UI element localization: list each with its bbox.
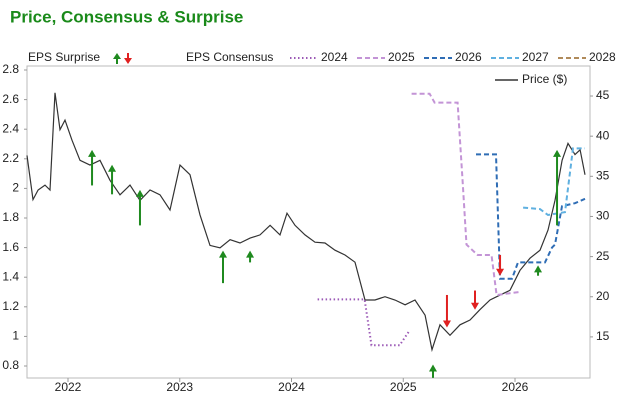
y-tick-label: 1.4	[2, 269, 19, 283]
y-tick-label: 1.8	[2, 210, 19, 224]
legend-label: 2025	[388, 50, 415, 64]
y-tick-label: 0.8	[2, 358, 19, 372]
series-line	[411, 92, 520, 297]
y2-tick-label: 25	[596, 249, 610, 263]
legend-down-arrow	[124, 53, 132, 64]
y2-tick-label: 35	[596, 168, 610, 182]
surprise-arrow	[88, 149, 97, 186]
y2-tick-label: 45	[596, 88, 610, 102]
series-line	[317, 298, 411, 347]
y2-tick-label: 30	[596, 209, 610, 223]
x-tick-label: 2024	[278, 380, 305, 394]
y2-tick-label: 40	[596, 128, 610, 142]
chart-title: Price, Consensus & Surprise	[10, 7, 243, 26]
x-tick-label: 2022	[55, 380, 82, 394]
legend-label: 2027	[522, 50, 549, 64]
legend-surprise: EPS Surprise	[28, 50, 100, 64]
x-tick-label: 2025	[390, 380, 417, 394]
surprise-arrow	[534, 265, 543, 276]
legend-label: 2024	[321, 50, 348, 64]
surprise-arrow	[108, 164, 117, 195]
y-tick-label: 1.6	[2, 240, 19, 254]
surprise-arrow	[219, 250, 228, 284]
y-tick-label: 2.4	[2, 121, 19, 135]
series-line	[26, 92, 586, 353]
legend-up-arrow	[113, 53, 121, 64]
y-tick-label: 2.6	[2, 92, 19, 106]
surprise-arrow	[553, 149, 562, 226]
y-tick-label: 2.2	[2, 151, 19, 165]
legend-label: 2026	[455, 50, 482, 64]
y-tick-label: 2.8	[2, 62, 19, 76]
y-tick-label: 2	[12, 181, 19, 195]
x-tick-label: 2023	[166, 380, 193, 394]
surprise-arrow	[246, 250, 255, 263]
legend-consensus: EPS Consensus	[186, 50, 273, 64]
surprise-arrow	[442, 294, 451, 328]
legend-label: 2028	[589, 50, 616, 64]
legend-label: Price ($)	[522, 72, 567, 86]
y2-tick-label: 20	[596, 289, 610, 303]
x-tick-label: 2026	[502, 380, 529, 394]
surprise-arrow	[135, 189, 144, 226]
surprise-arrow	[496, 255, 505, 276]
surprise-arrow	[428, 364, 437, 378]
y2-tick-label: 15	[596, 329, 610, 343]
plot-frame	[26, 65, 591, 379]
surprise-arrow	[471, 290, 480, 310]
y-tick-label: 1.2	[2, 299, 19, 313]
y-tick-label: 1	[12, 329, 19, 343]
